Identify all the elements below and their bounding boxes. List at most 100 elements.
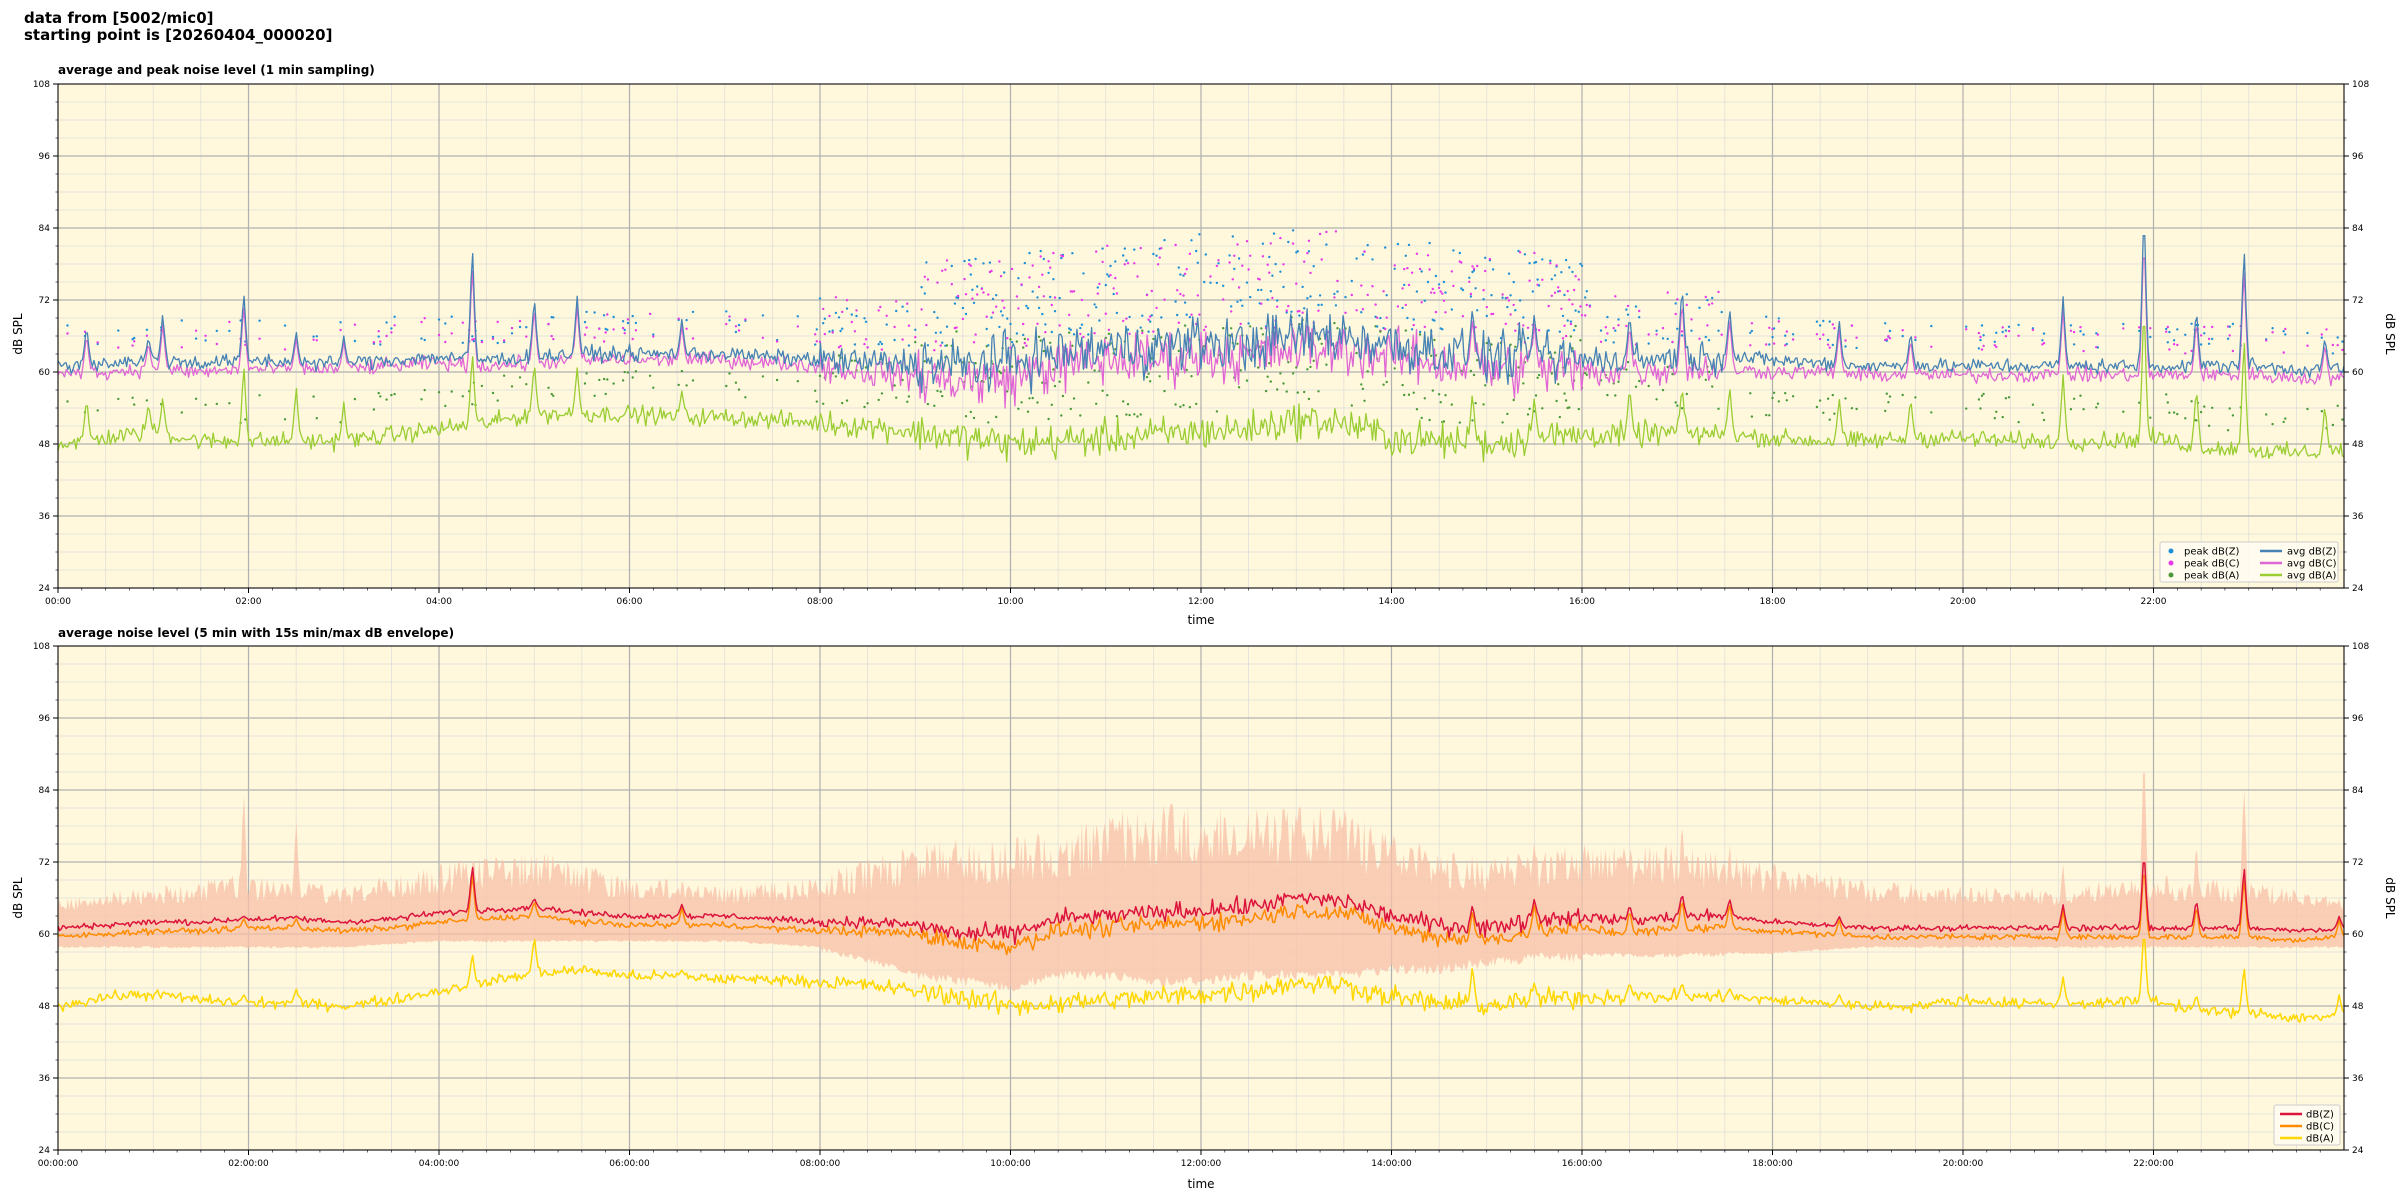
peak-point	[691, 379, 695, 382]
peak-point	[1822, 333, 1825, 336]
peak-point	[606, 328, 609, 331]
peak-point	[1428, 418, 1431, 422]
peak-point	[1676, 404, 1679, 407]
peak-point	[1450, 270, 1454, 273]
peak-point	[315, 339, 318, 342]
peak-point	[1190, 239, 1193, 242]
peak-point	[518, 376, 522, 379]
peak-point	[1053, 296, 1057, 299]
peak-point	[1433, 291, 1436, 295]
peak-point	[853, 343, 857, 346]
peak-point	[552, 337, 555, 341]
peak-point	[1195, 402, 1198, 406]
peak-point	[728, 319, 731, 322]
peak-point	[1901, 393, 1904, 397]
peak-point	[1580, 314, 1584, 317]
peak-point	[1977, 331, 1981, 335]
peak-point	[583, 320, 587, 324]
peak-point	[906, 310, 909, 313]
peak-point	[1098, 282, 1101, 286]
peak-point	[964, 415, 968, 418]
peak-point	[1549, 262, 1552, 265]
peak-point	[1245, 379, 1249, 382]
peak-point	[1606, 332, 1609, 335]
header-line-start: starting point is [20260404_000020]	[24, 26, 333, 44]
series-line-avg-db-c-	[57, 257, 2345, 409]
y-tick-label: 60	[39, 368, 51, 378]
peak-point	[944, 268, 947, 271]
peak-point	[1512, 398, 1515, 402]
peak-point	[1517, 366, 1520, 369]
peak-point	[133, 340, 136, 343]
peak-point	[450, 315, 453, 318]
peak-point	[839, 329, 842, 333]
peak-point	[744, 318, 747, 321]
peak-point	[1555, 399, 1558, 403]
peak-point	[1122, 254, 1125, 257]
peak-point	[1450, 308, 1454, 311]
peak-point	[814, 389, 817, 392]
peak-point	[1269, 290, 1273, 293]
peak-point	[1674, 302, 1677, 305]
peak-point	[1579, 305, 1582, 308]
peak-point	[1101, 260, 1104, 264]
peak-point	[1822, 319, 1825, 323]
y-tick-label-right: 24	[2352, 1146, 2364, 1156]
peak-point	[1785, 330, 1789, 333]
peak-point	[623, 328, 626, 332]
peak-point	[393, 324, 396, 327]
peak-point	[1444, 291, 1447, 294]
peak-point	[1269, 380, 1273, 383]
peak-point	[2172, 339, 2176, 342]
peak-point	[2265, 413, 2268, 416]
peak-point	[2211, 337, 2214, 341]
peak-point	[1563, 392, 1566, 395]
peak-point	[1655, 333, 1658, 336]
peak-point	[1833, 327, 1836, 330]
peak-point	[926, 278, 930, 281]
peak-point	[1452, 249, 1455, 252]
peak-point	[2184, 352, 2187, 355]
peak-point	[1528, 407, 1531, 410]
peak-point	[502, 339, 506, 342]
peak-point	[1285, 309, 1288, 312]
peak-point	[2306, 331, 2309, 335]
y-tick-label-right: 108	[2352, 80, 2369, 90]
peak-point	[1826, 397, 1830, 400]
peak-point	[1363, 399, 1366, 402]
peak-point	[1885, 338, 1889, 341]
peak-point	[2122, 322, 2125, 326]
peak-point	[1568, 406, 1571, 409]
peak-point	[1444, 394, 1447, 397]
peak-point	[1818, 399, 1822, 402]
peak-point	[1049, 295, 1052, 299]
peak-point	[525, 383, 528, 386]
peak-point	[2331, 343, 2335, 347]
peak-point	[2341, 340, 2344, 343]
x-tick-label: 16:00:00	[1562, 1159, 1603, 1169]
peak-point	[1522, 324, 1525, 327]
peak-point	[2031, 328, 2035, 332]
peak-point	[585, 372, 588, 375]
peak-point	[974, 333, 977, 336]
peak-point	[901, 305, 904, 308]
peak-point	[1574, 324, 1577, 328]
peak-point	[1528, 262, 1531, 265]
peak-point	[1571, 303, 1574, 306]
peak-point	[1979, 407, 1982, 410]
peak-point	[1268, 255, 1271, 259]
peak-point	[1536, 376, 1539, 379]
peak-point	[850, 320, 853, 324]
peak-point	[1888, 395, 1892, 398]
peak-point	[1704, 335, 1708, 339]
peak-point	[1571, 270, 1574, 274]
peak-point	[1044, 323, 1047, 326]
peak-point	[1560, 271, 1563, 274]
peak-point	[895, 300, 898, 303]
x-tick-label: 06:00	[617, 597, 643, 607]
peak-point	[1079, 332, 1082, 336]
peak-point	[339, 321, 342, 324]
peak-point	[1706, 324, 1709, 327]
peak-point	[2096, 346, 2100, 349]
peak-point	[1139, 246, 1142, 250]
